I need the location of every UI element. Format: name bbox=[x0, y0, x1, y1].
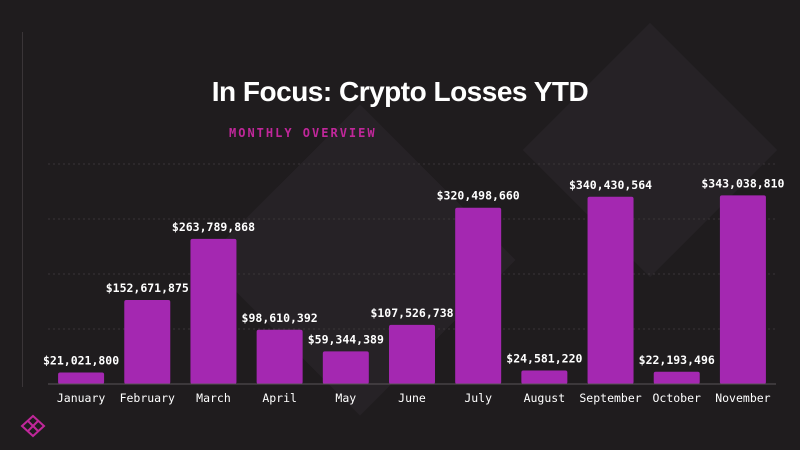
divider bbox=[22, 32, 23, 387]
bar-august bbox=[521, 370, 568, 384]
data-label: $152,671,875 bbox=[106, 281, 189, 295]
data-label: $320,498,660 bbox=[437, 189, 520, 203]
chart-title: In Focus: Crypto Losses YTD bbox=[211, 76, 589, 107]
x-tick-label: July bbox=[464, 391, 492, 405]
x-tick-label: May bbox=[335, 391, 356, 405]
x-tick-label: March bbox=[196, 391, 231, 405]
x-tick-label: April bbox=[262, 391, 297, 405]
x-tick-label: August bbox=[524, 391, 566, 405]
data-label: $59,344,389 bbox=[308, 332, 384, 346]
x-tick-label: January bbox=[57, 391, 106, 405]
data-label: $22,193,496 bbox=[639, 353, 715, 367]
data-label: $98,610,392 bbox=[242, 311, 318, 325]
bar-may bbox=[322, 351, 369, 384]
bar-november bbox=[719, 195, 766, 384]
data-label: $24,581,220 bbox=[506, 351, 582, 365]
bar-october bbox=[653, 371, 700, 384]
x-tick-label: June bbox=[398, 391, 426, 405]
bar-january bbox=[58, 372, 105, 384]
bar-june bbox=[389, 324, 435, 384]
bar-february bbox=[124, 300, 171, 384]
data-label: $107,526,738 bbox=[370, 306, 453, 320]
bar-april bbox=[256, 329, 303, 384]
data-label: $343,038,810 bbox=[701, 176, 784, 190]
data-label: $340,430,564 bbox=[569, 178, 652, 192]
diamond-lattice-logo bbox=[20, 414, 46, 438]
bar-march bbox=[190, 238, 237, 384]
data-label: $263,789,868 bbox=[172, 220, 255, 234]
x-tick-label: October bbox=[652, 391, 701, 405]
x-tick-label: November bbox=[715, 391, 770, 405]
x-tick-label: September bbox=[579, 391, 641, 405]
x-tick-label: February bbox=[120, 391, 175, 405]
bar-july bbox=[455, 207, 502, 384]
chart-subtitle: MONTHLY OVERVIEW bbox=[229, 126, 377, 140]
data-label: $21,021,800 bbox=[43, 353, 119, 367]
bar-september bbox=[587, 196, 634, 384]
